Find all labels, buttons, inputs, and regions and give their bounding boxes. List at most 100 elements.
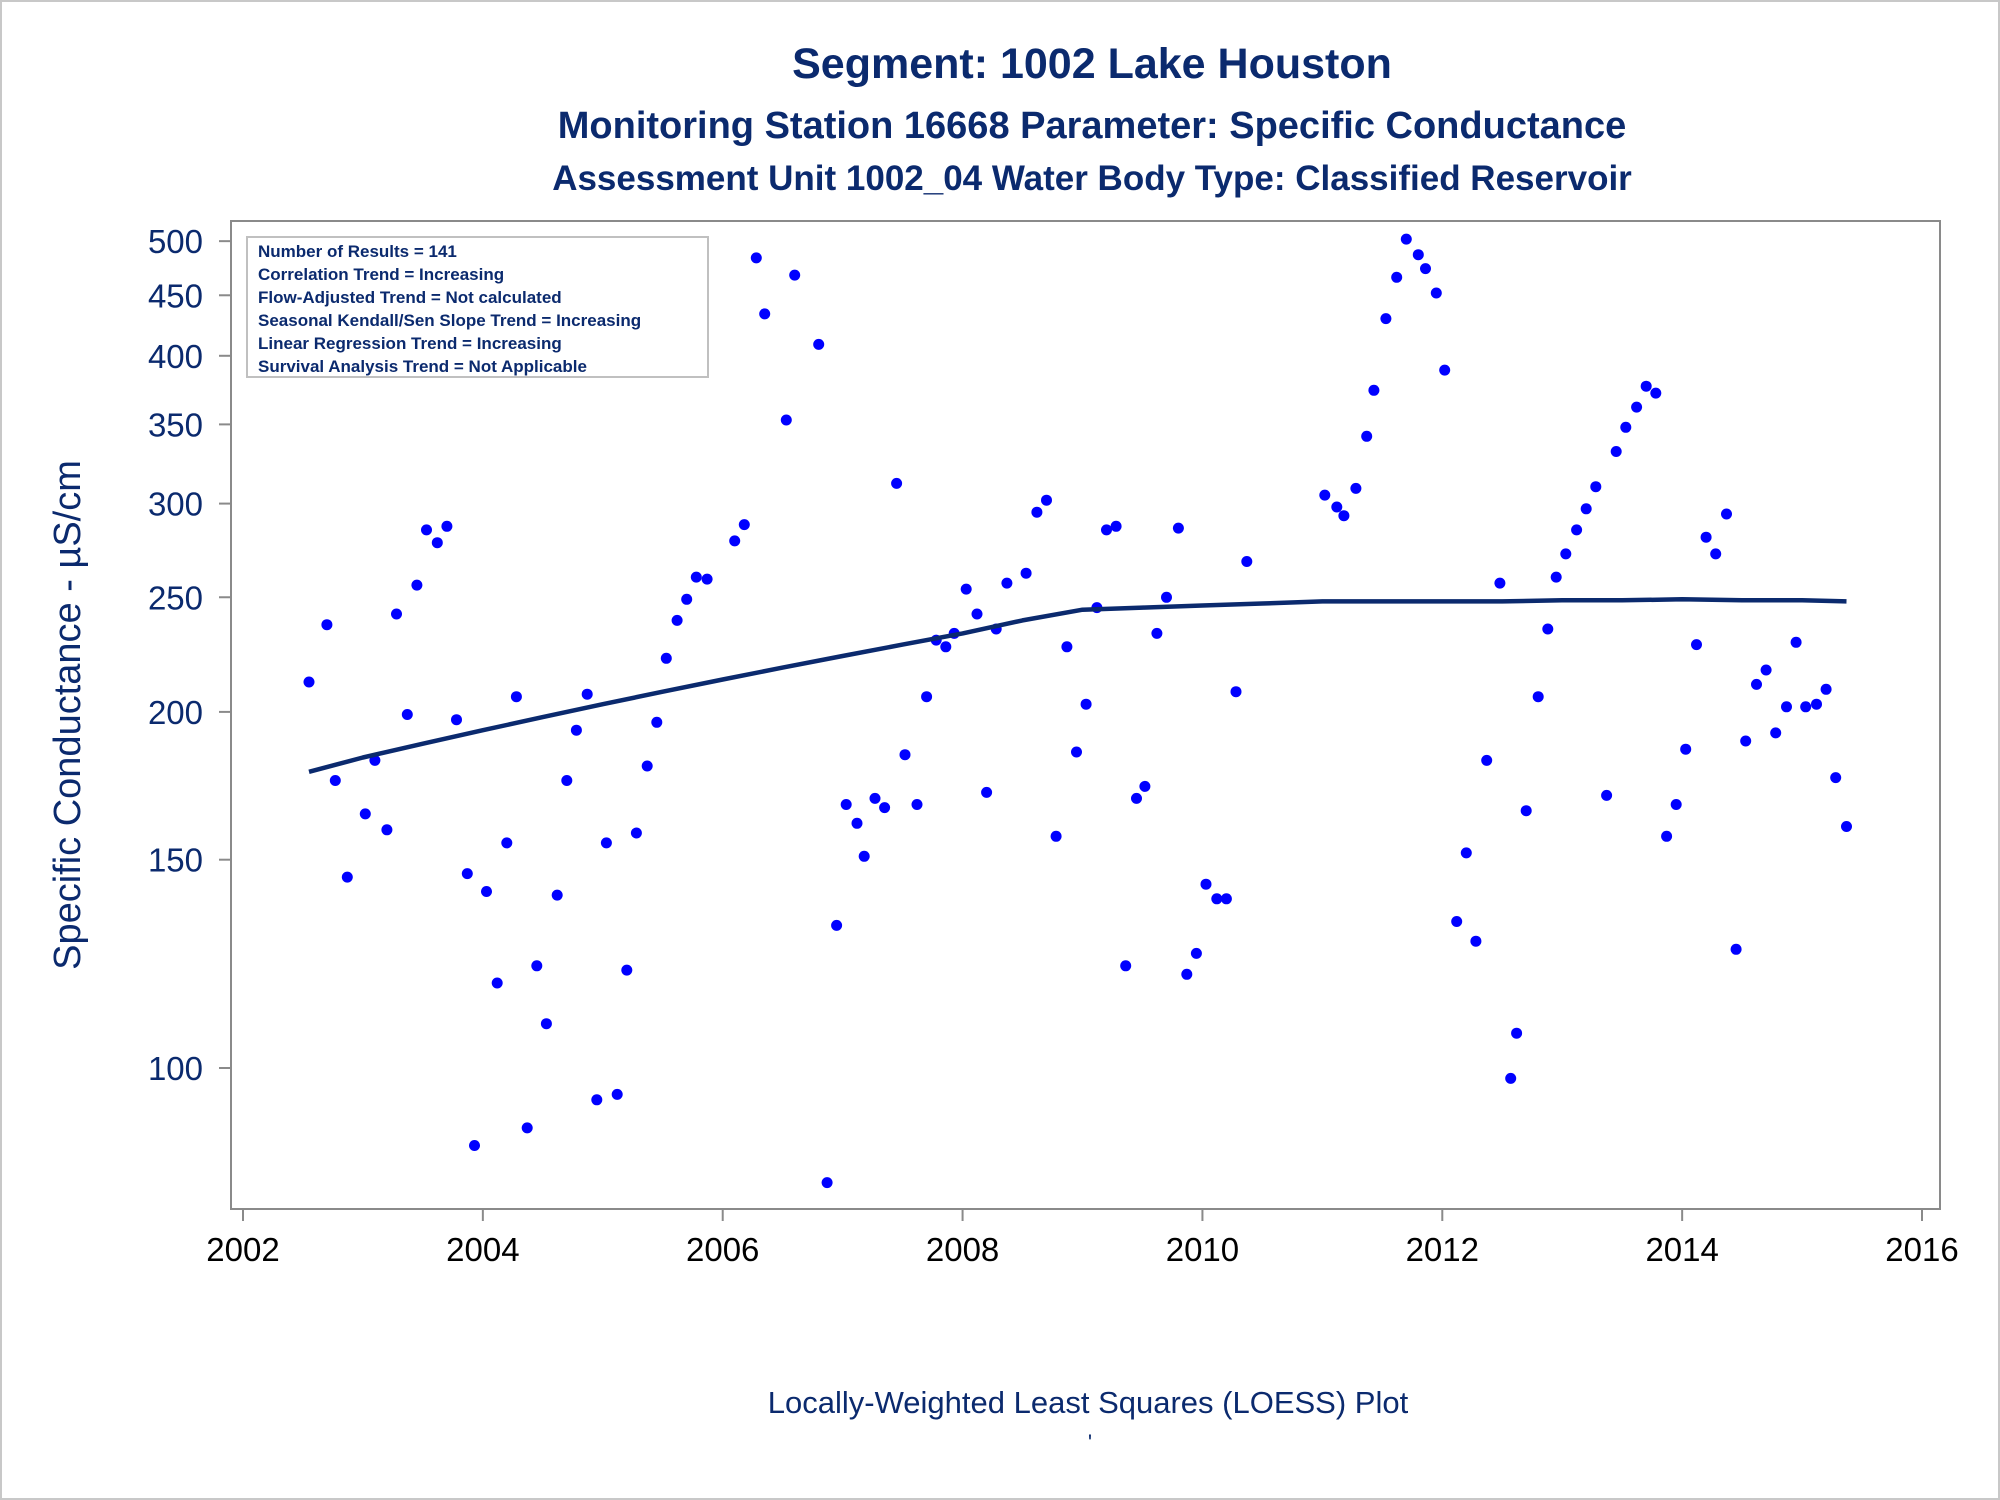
data-point — [561, 775, 573, 786]
data-point — [1200, 878, 1212, 890]
data-point — [879, 802, 891, 814]
data-point — [1412, 249, 1424, 261]
data-point — [630, 827, 642, 839]
data-point — [729, 535, 741, 547]
data-point — [469, 1140, 480, 1151]
data-point — [1520, 805, 1532, 817]
summary-line-survival: Survival Analysis Trend = Not Applicable — [258, 357, 587, 376]
data-point — [701, 573, 713, 585]
data-point — [1560, 548, 1572, 560]
data-point — [1700, 531, 1712, 543]
x-tick-label: 2002 — [206, 1231, 279, 1268]
data-point — [303, 676, 315, 688]
x-tick-label: 2006 — [686, 1231, 759, 1268]
data-point — [1532, 691, 1544, 703]
data-point — [321, 619, 333, 631]
data-point — [750, 252, 762, 264]
x-tick-label: 2004 — [446, 1231, 519, 1268]
data-point — [1710, 548, 1722, 560]
chart-subtitle-assessment: Assessment Unit 1002_04 Water Body Type:… — [552, 159, 1632, 198]
data-point — [1571, 524, 1583, 536]
data-point — [1580, 503, 1592, 515]
x-tick-label: 2010 — [1166, 1231, 1239, 1268]
data-point — [1139, 780, 1151, 792]
data-point — [1050, 830, 1062, 842]
data-point — [1071, 746, 1082, 758]
data-point — [1550, 571, 1562, 583]
data-point — [600, 837, 612, 849]
data-point — [1190, 947, 1202, 959]
chart-footnote: Locally-Weighted Least Squares (LOESS) P… — [768, 1385, 1409, 1420]
data-point — [911, 799, 923, 810]
data-point — [431, 537, 443, 549]
data-point — [813, 338, 825, 350]
data-point — [1220, 893, 1232, 905]
y-tick-label: 250 — [148, 579, 203, 616]
data-point — [1730, 943, 1742, 955]
data-point — [1770, 727, 1782, 739]
y-tick-label: 350 — [148, 406, 203, 443]
data-point — [1020, 567, 1032, 579]
y-tick-label: 100 — [148, 1050, 203, 1087]
y-tick-label: 450 — [148, 277, 203, 314]
data-point — [1110, 520, 1122, 532]
data-point — [1740, 735, 1752, 747]
data-point — [1751, 678, 1762, 690]
data-point — [411, 579, 423, 591]
data-point — [481, 886, 492, 897]
y-axis: 100 150 200 250 300 350 400 450 500 — [148, 223, 231, 1087]
data-point — [1350, 482, 1362, 494]
x-tick-label: 2014 — [1645, 1231, 1718, 1268]
data-point — [1420, 263, 1431, 275]
data-point — [1721, 508, 1732, 520]
data-point — [921, 691, 933, 703]
data-point — [1680, 743, 1692, 755]
data-point — [1494, 577, 1506, 589]
data-point — [1080, 698, 1092, 710]
data-point — [1670, 799, 1682, 810]
summary-line-correlation: Correlation Trend = Increasing — [258, 265, 504, 284]
data-point — [1790, 636, 1802, 648]
summary-line-linear-regression: Linear Regression Trend = Increasing — [258, 334, 562, 353]
data-point — [869, 792, 881, 804]
data-point — [510, 691, 522, 703]
data-point — [531, 960, 543, 972]
data-point — [1331, 501, 1343, 513]
data-point — [660, 652, 672, 664]
data-point — [1391, 271, 1403, 283]
loess-curve-group — [308, 597, 1847, 774]
data-point — [821, 1177, 833, 1189]
data-point — [671, 614, 683, 626]
data-point — [641, 760, 653, 772]
data-point — [1439, 364, 1451, 376]
data-point — [1451, 916, 1463, 927]
data-point — [1041, 494, 1052, 506]
data-point — [651, 716, 663, 728]
data-point — [591, 1094, 603, 1106]
data-point — [1172, 522, 1184, 534]
data-point — [1542, 623, 1554, 635]
y-tick-label: 400 — [148, 338, 203, 375]
data-point — [971, 608, 983, 620]
data-point — [1610, 446, 1622, 457]
data-point — [1120, 960, 1132, 972]
y-tick-label: 150 — [148, 842, 203, 879]
data-point — [690, 571, 702, 583]
data-point — [1241, 556, 1253, 567]
data-point — [1800, 701, 1812, 713]
data-point — [1380, 313, 1392, 325]
data-point — [1161, 591, 1172, 603]
data-point — [1470, 935, 1482, 947]
data-point — [421, 524, 432, 536]
footnote-mark: ' — [1088, 1430, 1092, 1455]
trend-summary-box: Number of Results = 141 Correlation Tren… — [246, 236, 709, 378]
data-point — [401, 709, 413, 720]
x-tick-label: 2012 — [1406, 1231, 1479, 1268]
data-point — [858, 850, 870, 862]
data-point — [789, 269, 801, 281]
data-point — [1181, 968, 1193, 980]
data-point — [1511, 1027, 1523, 1039]
data-point — [1841, 821, 1852, 832]
data-point — [359, 808, 371, 820]
data-point — [491, 977, 503, 989]
